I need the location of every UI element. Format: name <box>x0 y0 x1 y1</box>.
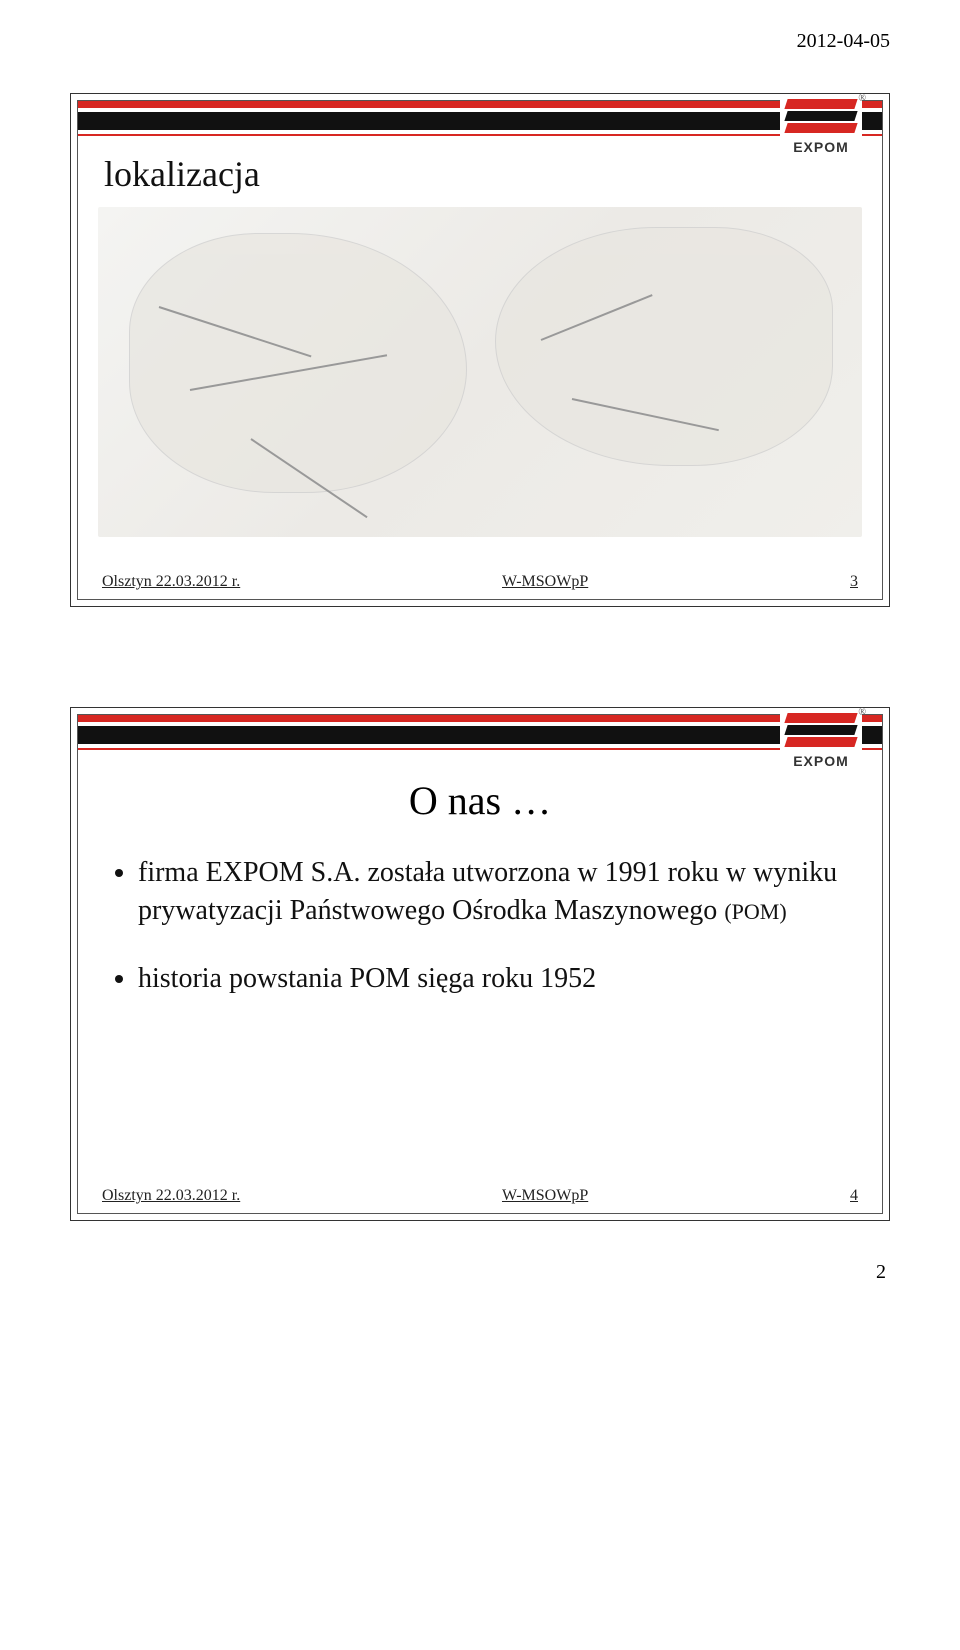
logo-stripe-2 <box>784 725 857 735</box>
header-stripes: ® EXPOM <box>78 715 882 755</box>
slide-title: lokalizacja <box>104 153 862 195</box>
bullet-item-1: firma EXPOM S.A. została utworzona w 199… <box>138 854 862 930</box>
bullet-item-2: historia powstania POM sięga roku 1952 <box>138 960 862 998</box>
stripe-thin-red <box>78 134 882 136</box>
logo-stripe-1 <box>784 99 857 109</box>
stripe-red <box>78 715 882 722</box>
pom-suffix: (POM) <box>724 899 786 924</box>
slide-footer: Olsztyn 22.03.2012 r. W-MSOWpP 4 <box>78 1185 882 1213</box>
slide-o-nas: ® EXPOM O nas … firma EXPOM S.A. została… <box>70 707 890 1221</box>
logo-stripe-3 <box>784 123 857 133</box>
slide-inner: ® EXPOM O nas … firma EXPOM S.A. została… <box>77 714 883 1214</box>
footer-left: Olsztyn 22.03.2012 r. <box>102 573 240 591</box>
bullet-text-2: historia powstania POM sięga roku 1952 <box>138 963 596 994</box>
document-page: 2012-04-05 ® EXPOM lokalizacja <box>0 0 960 1324</box>
logo-stripe-1 <box>784 713 857 723</box>
registered-mark: ® <box>858 707 866 718</box>
document-page-number: 2 <box>70 1261 890 1284</box>
map-region-europe <box>495 227 833 467</box>
map-region-poland <box>129 233 467 492</box>
logo-stripe-2 <box>784 111 857 121</box>
stripe-black <box>78 726 882 744</box>
stripe-thin-red <box>78 748 882 750</box>
footer-center: W-MSOWpP <box>240 573 850 591</box>
slide-title: O nas … <box>98 777 862 824</box>
footer-page-number: 4 <box>850 1187 858 1205</box>
bullet-list: firma EXPOM S.A. została utworzona w 199… <box>98 854 862 997</box>
stripe-black <box>78 112 882 130</box>
document-date: 2012-04-05 <box>70 30 890 53</box>
footer-page-number: 3 <box>850 573 858 591</box>
slide-body: lokalizacja <box>78 141 882 571</box>
logo-stripe-3 <box>784 737 857 747</box>
stripe-red <box>78 101 882 108</box>
slide-body: O nas … firma EXPOM S.A. została utworzo… <box>78 755 882 1185</box>
footer-center: W-MSOWpP <box>240 1187 850 1205</box>
slide-footer: Olsztyn 22.03.2012 r. W-MSOWpP 3 <box>78 571 882 599</box>
footer-left: Olsztyn 22.03.2012 r. <box>102 1187 240 1205</box>
slide-lokalizacja: ® EXPOM lokalizacja <box>70 93 890 607</box>
logo-flag-icon: ® <box>786 99 856 137</box>
header-stripes: ® EXPOM <box>78 101 882 141</box>
registered-mark: ® <box>858 93 866 104</box>
slide-inner: ® EXPOM lokalizacja <box>77 100 883 600</box>
logo-flag-icon: ® <box>786 713 856 751</box>
map-image-placeholder <box>98 207 862 537</box>
